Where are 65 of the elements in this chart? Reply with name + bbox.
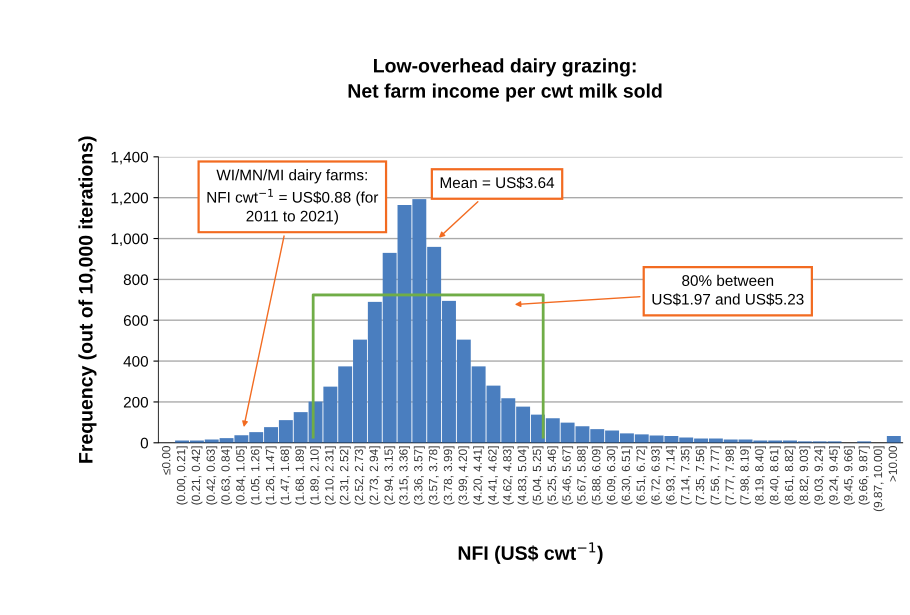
x-tick-label: (0.63, 0.84] bbox=[221, 446, 232, 505]
x-tick-label: (2.52, 2.73] bbox=[354, 446, 366, 505]
x-tick-label: (6.51, 6.72] bbox=[636, 446, 648, 505]
x-tick-label: (0.21, 0.42] bbox=[191, 446, 202, 505]
x-tick-label: (2.94, 3.15] bbox=[384, 446, 396, 505]
x-tick-label: (3.99, 4.20] bbox=[458, 446, 470, 505]
y-tick-label: 0 bbox=[140, 438, 148, 448]
x-tick-label: (3.57, 3.78] bbox=[428, 446, 440, 505]
x-tick-label: (4.83, 5.04] bbox=[518, 446, 529, 505]
x-tick-label: (7.35, 7.56] bbox=[696, 446, 707, 505]
x-tick-label: (1.26, 1.47] bbox=[266, 446, 277, 505]
x-tick-label: (3.36, 3.57] bbox=[414, 446, 425, 505]
x-tick-label: (1.05, 1.26] bbox=[250, 446, 262, 505]
x-tick-label: (6.30, 6.51] bbox=[621, 446, 632, 505]
x-tick-label: (9.24, 9.45] bbox=[829, 446, 840, 505]
y-tick-label: 1,000 bbox=[112, 233, 148, 246]
x-tick-label: (1.68, 1.89] bbox=[295, 446, 306, 505]
y-tick-label: 800 bbox=[124, 274, 148, 286]
x-tick-label: (8.82, 9.03] bbox=[799, 446, 810, 505]
bar bbox=[886, 436, 901, 443]
x-tick-label: (2.73, 2.94] bbox=[369, 446, 380, 505]
x-tick-label: (4.20, 4.41] bbox=[473, 446, 484, 505]
x-tick-label: (6.93, 7.14] bbox=[666, 446, 677, 505]
x-tick-label: (2.31, 2.52] bbox=[340, 446, 351, 505]
x-tick-label: (5.88, 6.09] bbox=[592, 446, 603, 505]
x-tick-label: (7.56, 7.77] bbox=[710, 446, 722, 505]
x-tick-label: (9.03, 9.24] bbox=[814, 446, 826, 505]
x-tick-label: (0.84, 1.05] bbox=[236, 446, 247, 505]
x-tick-label: (7.77, 7.98] bbox=[725, 446, 736, 505]
x-tick-label: (3.15, 3.36] bbox=[398, 446, 410, 505]
chart-title: Low-overhead dairy grazing: Net farm income per cwt milk sold bbox=[348, 58, 662, 102]
x-tick-label: (0.00, 0.21] bbox=[176, 446, 188, 505]
y-tick-label: 600 bbox=[124, 315, 148, 326]
x-tick-label: (7.14, 7.35] bbox=[680, 446, 692, 505]
y-tick-label: 1,400 bbox=[112, 152, 148, 164]
y-tick-label: 1,200 bbox=[112, 192, 148, 206]
annotation: Mean = US$3.64 bbox=[440, 176, 554, 190]
x-tick-label: (0.42, 0.63] bbox=[206, 446, 218, 505]
x-tick-label: (6.09, 6.30] bbox=[606, 446, 618, 505]
annotation: 80% between US$1.97 and US$5.23 bbox=[652, 274, 804, 306]
x-axis-title: NFI (US$ cwt$^{−1}$) bbox=[458, 542, 603, 564]
x-tick-label: (5.67, 5.88] bbox=[576, 446, 588, 505]
x-tick-label: (5.04, 5.25] bbox=[532, 446, 544, 505]
x-tick-label: (2.10, 2.31] bbox=[324, 446, 336, 505]
x-tick-label: (8.40, 8.61] bbox=[770, 446, 781, 505]
annotation: WI/MN/MI dairy farms: NFI cwt$^{−1}$ = US$0.88 (for 2011 to 2021) bbox=[207, 169, 378, 225]
y-tick-label: 400 bbox=[123, 356, 148, 367]
x-tick-label: (8.61, 8.82] bbox=[784, 446, 796, 505]
x-tick-label: (1.89, 2.10] bbox=[310, 446, 322, 505]
x-tick-label: (7.98, 8.19] bbox=[740, 446, 752, 505]
x-tick-label: (5.46, 5.67] bbox=[562, 446, 574, 505]
x-tick-label: (9.87, 10.00] bbox=[873, 446, 884, 512]
x-tick-label: (6.72, 6.93] bbox=[651, 446, 662, 505]
x-tick-label: (4.41, 4.62] bbox=[488, 446, 499, 505]
x-tick-label: (5.25, 5.46] bbox=[547, 446, 558, 505]
x-tick-label: (3.78, 3.99] bbox=[443, 446, 454, 505]
x-tick-label: (9.66, 9.87] bbox=[858, 446, 870, 505]
x-tick-label: >10.00 bbox=[888, 446, 897, 482]
x-tick-label: (9.45, 9.66] bbox=[844, 446, 855, 505]
x-tick-label: (4.62, 4.83] bbox=[502, 446, 514, 505]
x-tick-label: ≤0.00 bbox=[162, 446, 170, 475]
y-axis-title: Frequency (out of 10,000 iterations) bbox=[78, 136, 96, 463]
x-tick-label: (8.19, 8.40] bbox=[754, 446, 766, 505]
x-tick-label: (1.47, 1.68] bbox=[280, 446, 292, 505]
y-tick-label: 200 bbox=[124, 396, 148, 408]
